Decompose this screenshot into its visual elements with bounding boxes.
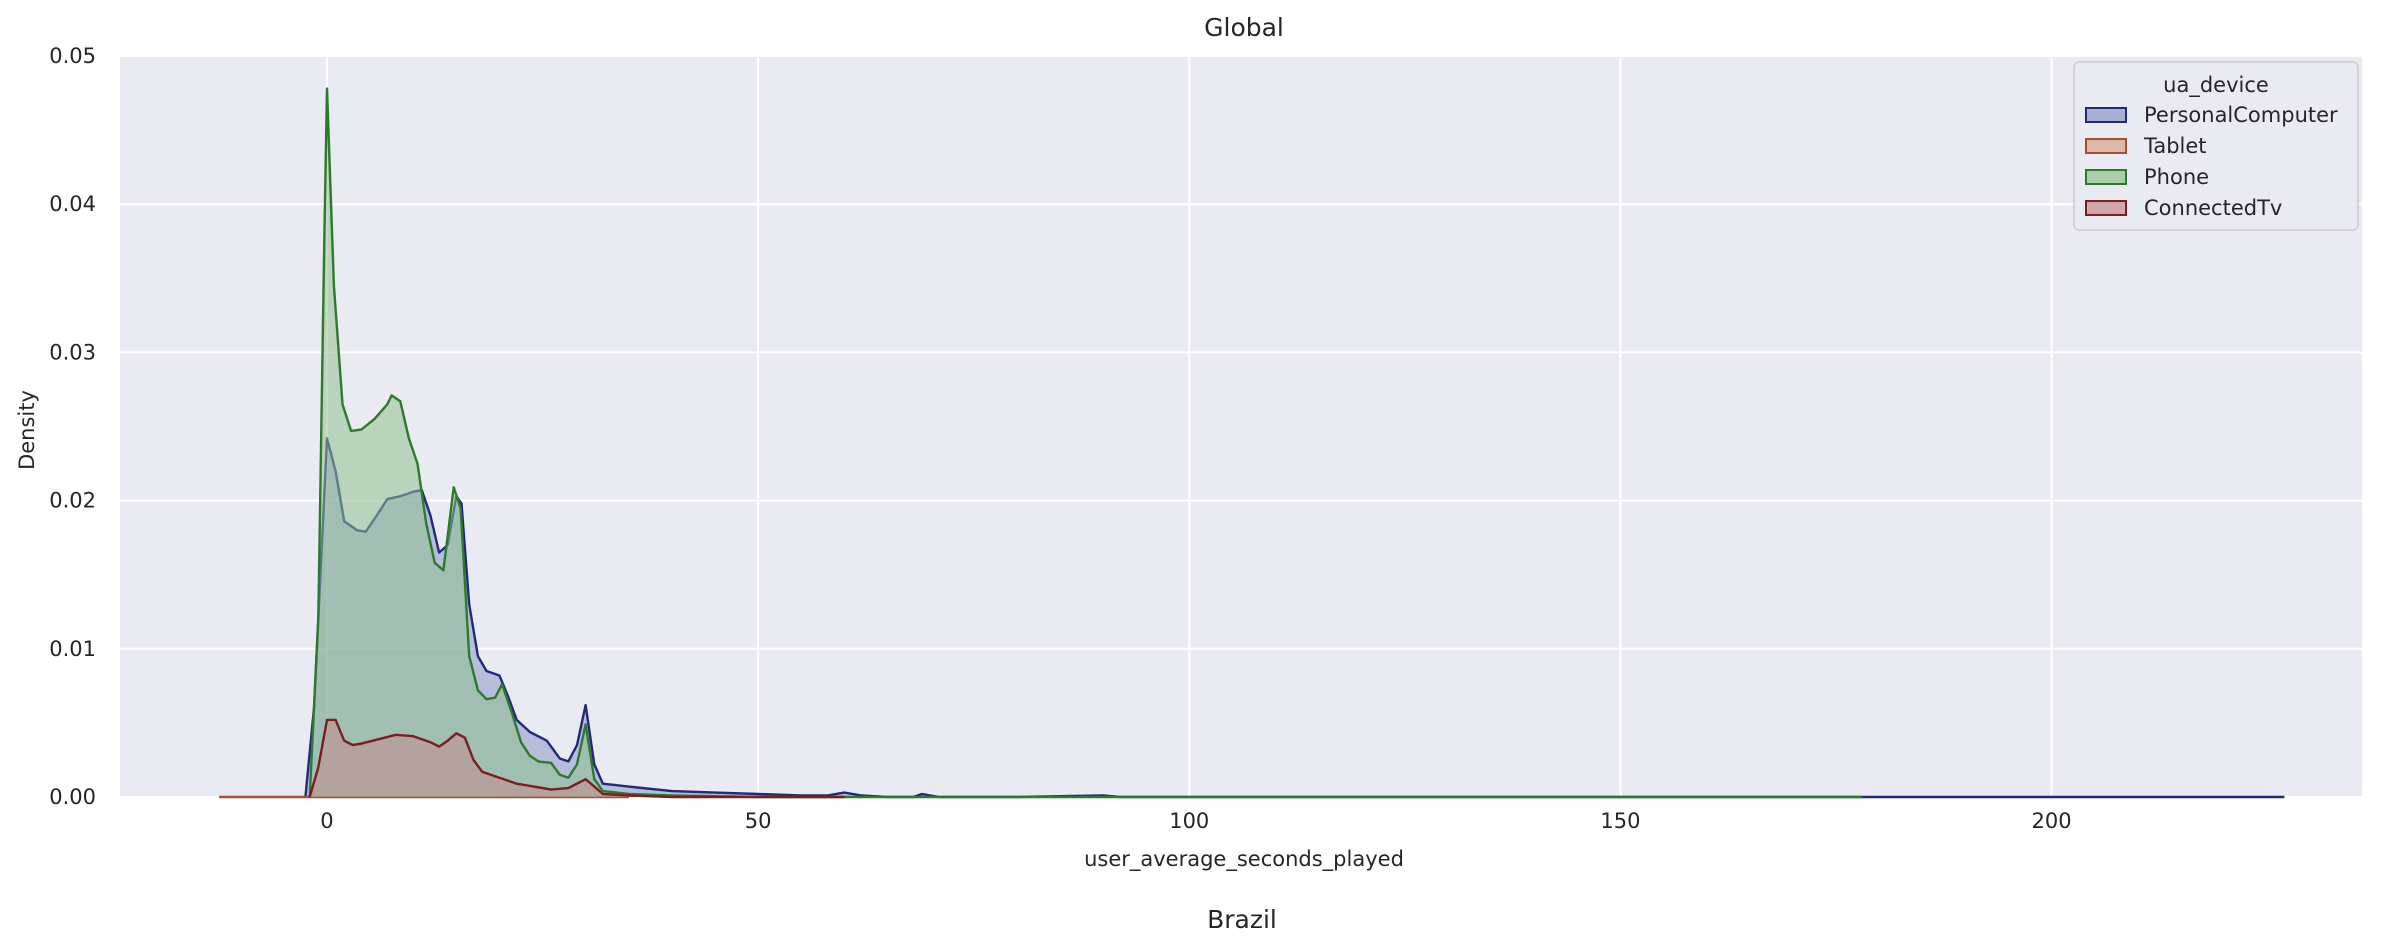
legend-label-tablet: Tablet bbox=[2143, 134, 2207, 158]
y-tick-label: 0.00 bbox=[49, 785, 96, 809]
legend-swatch-phone bbox=[2085, 169, 2127, 185]
y-tick-label: 0.05 bbox=[49, 44, 96, 68]
legend-label-phone: Phone bbox=[2144, 165, 2209, 189]
y-tick-label: 0.04 bbox=[49, 192, 96, 216]
tick-labels: 0 50 100 150 200 0.00 0.01 0.02 0.03 0.04 0.05 bbox=[49, 44, 2071, 833]
series-line-phone bbox=[308, 87, 1862, 799]
x-tick-label: 100 bbox=[1169, 809, 1209, 833]
x-tick-label: 200 bbox=[2032, 809, 2072, 833]
series-area-connectedtv bbox=[309, 719, 845, 797]
x-tick-label: 0 bbox=[320, 809, 333, 833]
x-tick-label: 50 bbox=[745, 809, 772, 833]
next-section-title: Brazil bbox=[1207, 905, 1277, 934]
series-layer bbox=[219, 87, 2285, 799]
legend-swatch-personalcomputer bbox=[2085, 107, 2127, 123]
y-tick-label: 0.01 bbox=[49, 637, 96, 661]
legend-frame bbox=[2073, 61, 2359, 231]
legend-title: ua_device bbox=[2163, 73, 2269, 98]
x-axis-label: user_average_seconds_played bbox=[1084, 847, 1404, 872]
y-axis-label: Density bbox=[15, 390, 39, 470]
legend-label-personalcomputer: PersonalComputer bbox=[2144, 103, 2338, 127]
chart-title: Global bbox=[1204, 13, 1284, 42]
y-tick-label: 0.03 bbox=[49, 340, 96, 364]
legend: ua_device PersonalComputer Tablet Phone Con… bbox=[2073, 61, 2359, 231]
legend-swatch-tablet bbox=[2085, 138, 2127, 154]
y-tick-label: 0.02 bbox=[49, 489, 96, 513]
legend-label-connectedtv: ConnectedTv bbox=[2144, 196, 2282, 220]
series-line-connectedtv bbox=[308, 718, 845, 799]
legend-swatch-connectedtv bbox=[2085, 200, 2127, 216]
x-tick-label: 150 bbox=[1600, 809, 1640, 833]
series-area-phone bbox=[309, 88, 1862, 798]
